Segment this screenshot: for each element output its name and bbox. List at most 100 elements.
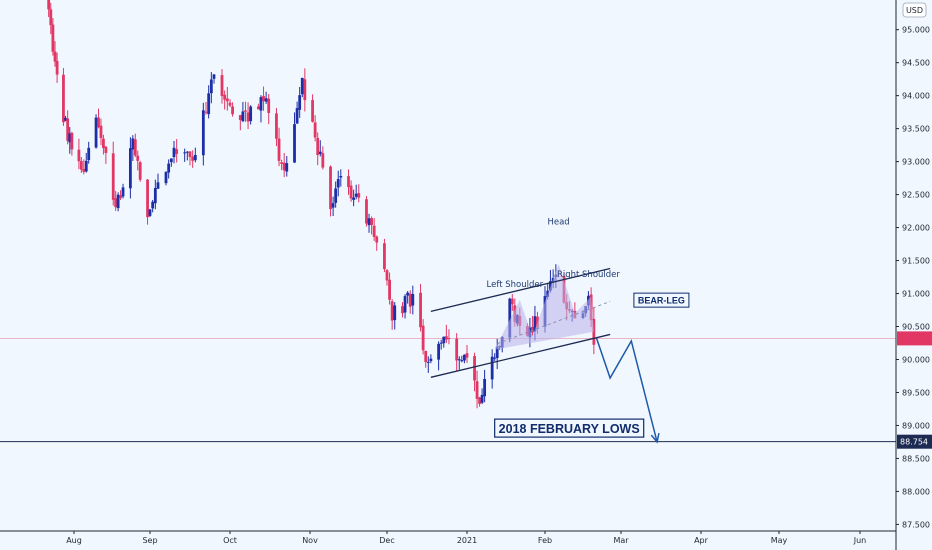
candle[interactable]: [303, 68, 307, 112]
candle[interactable]: [220, 69, 224, 104]
candle[interactable]: [480, 388, 484, 405]
candle[interactable]: [175, 139, 179, 163]
candle[interactable]: [111, 141, 115, 206]
candle[interactable]: [207, 85, 211, 119]
candle[interactable]: [136, 150, 140, 171]
candle[interactable]: [238, 114, 242, 131]
candle[interactable]: [442, 336, 446, 348]
candle[interactable]: [447, 329, 451, 345]
candle[interactable]: [349, 180, 353, 202]
candle[interactable]: [531, 315, 534, 336]
candle[interactable]: [153, 179, 157, 210]
candle[interactable]: [316, 132, 320, 166]
candle[interactable]: [295, 101, 299, 124]
candle[interactable]: [426, 356, 430, 373]
candle[interactable]: [465, 345, 469, 363]
candle[interactable]: [62, 68, 65, 126]
candle[interactable]: [455, 333, 459, 371]
candle[interactable]: [55, 52, 59, 83]
candle[interactable]: [406, 291, 410, 304]
candle[interactable]: [321, 146, 325, 170]
candle[interactable]: [444, 324, 448, 344]
candle[interactable]: [104, 145, 108, 164]
candle[interactable]: [293, 112, 296, 163]
candle[interactable]: [393, 302, 397, 330]
candle[interactable]: [280, 159, 284, 171]
candle[interactable]: [411, 285, 415, 315]
candle[interactable]: [463, 354, 466, 364]
candle[interactable]: [84, 152, 88, 173]
candle[interactable]: [231, 102, 234, 117]
candle[interactable]: [493, 353, 497, 361]
candle[interactable]: [164, 171, 168, 186]
candle[interactable]: [249, 105, 253, 125]
candle[interactable]: [390, 299, 394, 330]
currency-badge[interactable]: USD: [902, 2, 927, 18]
candle[interactable]: [244, 101, 247, 122]
candle[interactable]: [138, 160, 142, 182]
candle[interactable]: [151, 199, 155, 213]
candle[interactable]: [259, 95, 263, 123]
candle[interactable]: [365, 196, 368, 227]
candle[interactable]: [354, 184, 358, 200]
candle[interactable]: [483, 369, 487, 403]
candle[interactable]: [383, 238, 386, 273]
candle[interactable]: [439, 339, 443, 350]
candle[interactable]: [401, 302, 404, 318]
candle[interactable]: [193, 147, 197, 163]
candle[interactable]: [77, 138, 81, 170]
candle[interactable]: [429, 354, 433, 364]
candle[interactable]: [510, 294, 514, 311]
candle[interactable]: [298, 86, 302, 118]
candle[interactable]: [262, 86, 265, 111]
candle[interactable]: [204, 102, 208, 115]
candle[interactable]: [367, 213, 371, 233]
candle[interactable]: [241, 101, 245, 123]
candle[interactable]: [146, 179, 149, 225]
candle[interactable]: [592, 307, 596, 355]
candle[interactable]: [437, 341, 441, 371]
candle[interactable]: [82, 159, 86, 175]
candle[interactable]: [66, 110, 70, 145]
candle[interactable]: [87, 141, 91, 164]
candle[interactable]: [119, 190, 122, 201]
candle[interactable]: [167, 159, 171, 179]
candle[interactable]: [51, 18, 55, 56]
candle[interactable]: [156, 173, 160, 189]
candle[interactable]: [128, 137, 132, 199]
candle[interactable]: [223, 90, 227, 110]
candle[interactable]: [282, 153, 286, 178]
candle[interactable]: [47, 0, 51, 18]
candle[interactable]: [419, 283, 422, 332]
candle[interactable]: [318, 140, 322, 157]
candle[interactable]: [275, 107, 278, 147]
candle[interactable]: [102, 134, 105, 155]
candle[interactable]: [277, 127, 281, 167]
price-axis[interactable]: USD 95.000 94.500 94.000 93.500 93.000 92.500…: [895, 0, 932, 550]
candle[interactable]: [68, 127, 72, 154]
candle[interactable]: [212, 73, 216, 84]
candle[interactable]: [473, 352, 476, 392]
candle[interactable]: [99, 118, 103, 146]
candle[interactable]: [201, 102, 205, 166]
candle[interactable]: [121, 183, 125, 199]
bear-leg-projection[interactable]: [595, 338, 658, 443]
candle[interactable]: [64, 115, 67, 122]
candle[interactable]: [331, 196, 335, 216]
candle[interactable]: [209, 72, 213, 104]
candle[interactable]: [133, 133, 137, 158]
candle[interactable]: [375, 235, 379, 251]
candle[interactable]: [131, 135, 135, 161]
candle[interactable]: [97, 108, 100, 129]
candle[interactable]: [228, 99, 232, 108]
candle[interactable]: [116, 192, 120, 212]
candle[interactable]: [169, 158, 173, 167]
candle[interactable]: [495, 338, 499, 370]
candle[interactable]: [336, 170, 340, 197]
candle[interactable]: [424, 350, 428, 368]
candle[interactable]: [403, 294, 407, 319]
candle[interactable]: [264, 91, 268, 104]
neckline-dashed[interactable]: [497, 301, 611, 345]
candle[interactable]: [347, 169, 350, 195]
candle[interactable]: [357, 184, 361, 203]
